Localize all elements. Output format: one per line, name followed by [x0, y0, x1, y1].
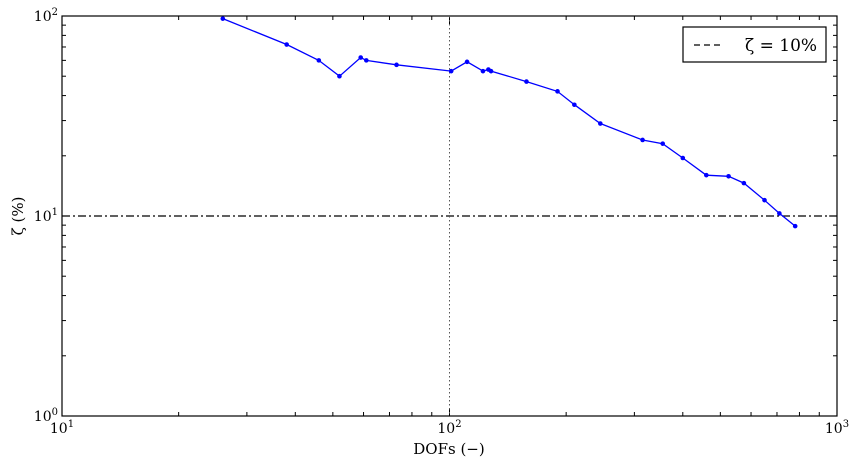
data-point — [358, 55, 364, 60]
data-point — [792, 223, 798, 229]
data-point — [220, 16, 226, 21]
y-axis-label: ζ (%) — [9, 197, 27, 236]
reference-lines — [62, 16, 837, 416]
x-tick-label: 103 — [825, 419, 849, 437]
data-point — [524, 79, 529, 84]
y-tick-label: 100 — [34, 407, 58, 425]
data-point — [572, 102, 577, 108]
data-point — [726, 173, 731, 179]
data-point — [777, 211, 782, 216]
x-axis-label: DOFs (−) — [413, 440, 484, 458]
data-point — [704, 172, 709, 178]
data-point — [337, 73, 342, 79]
data-point — [464, 59, 470, 65]
data-point — [660, 141, 666, 146]
data-point — [488, 68, 494, 74]
x-tick-label: 101 — [50, 419, 74, 437]
data-point — [448, 68, 454, 74]
x-tick-label: 102 — [437, 419, 461, 437]
legend-entry-label: ζ = 10% — [745, 36, 817, 56]
data-point — [762, 197, 767, 203]
data-point — [316, 58, 322, 63]
y-tick-label: 101 — [34, 207, 58, 225]
data-point — [284, 42, 289, 47]
legend: ζ = 10% — [682, 26, 827, 63]
axis-ticks — [61, 16, 837, 417]
data-point — [555, 89, 560, 94]
data-series — [220, 16, 798, 229]
data-point — [640, 137, 645, 143]
x-tick-labels: 101 102 103 — [50, 419, 849, 437]
data-point — [480, 68, 486, 74]
data-point — [598, 121, 603, 126]
data-point — [394, 62, 399, 68]
data-point — [364, 58, 369, 63]
y-tick-labels: 100 101 102 — [34, 7, 58, 425]
data-point — [680, 155, 686, 161]
y-tick-label: 102 — [34, 7, 58, 25]
data-point — [741, 180, 747, 186]
